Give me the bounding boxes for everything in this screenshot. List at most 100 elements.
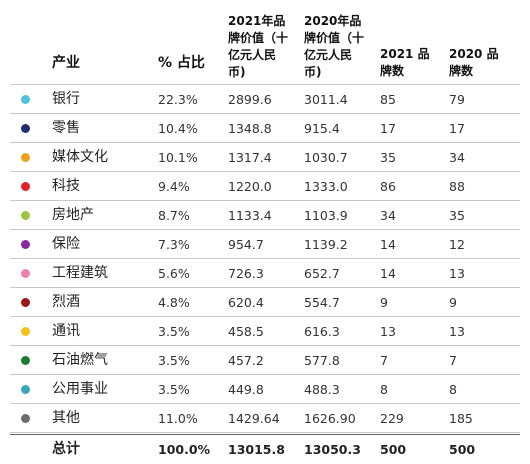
- cell-share: 11.0%: [158, 411, 198, 426]
- cell-name: 其他: [52, 410, 80, 426]
- cell-c2021: 8: [380, 382, 388, 397]
- cell-v2020: 488.3: [304, 382, 340, 397]
- table-row: 银行 22.3% 2899.6 3011.4 85 79: [0, 85, 530, 114]
- total-name: 总计: [52, 441, 80, 457]
- table-header: 产业 % 占比 2021年品 牌价值（十 亿元人民 币) 2020年品 牌价值（…: [0, 0, 530, 84]
- total-divider: [10, 434, 520, 435]
- cell-v2020: 1103.9: [304, 208, 348, 223]
- cell-name: 媒体文化: [52, 149, 108, 165]
- cell-c2020: 35: [449, 208, 465, 223]
- cell-c2021: 86: [380, 179, 396, 194]
- cell-c2020: 8: [449, 382, 457, 397]
- cell-share: 7.3%: [158, 237, 190, 252]
- table-row: 科技 9.4% 1220.0 1333.0 86 88: [0, 172, 530, 201]
- cell-c2021: 229: [380, 411, 404, 426]
- cell-share: 3.5%: [158, 353, 190, 368]
- cell-c2020: 7: [449, 353, 457, 368]
- table-row: 其他 11.0% 1429.64 1626.90 229 185: [0, 404, 530, 433]
- cell-c2021: 9: [380, 295, 388, 310]
- cell-name: 烈酒: [52, 294, 80, 310]
- row-divider: [10, 258, 520, 259]
- table-row: 保险 7.3% 954.7 1139.2 14 12: [0, 230, 530, 259]
- category-color-dot: [21, 153, 30, 162]
- cell-share: 8.7%: [158, 208, 190, 223]
- table-row: 烈酒 4.8% 620.4 554.7 9 9: [0, 288, 530, 317]
- cell-c2021: 34: [380, 208, 396, 223]
- cell-v2020: 616.3: [304, 324, 340, 339]
- cell-v2021: 1133.4: [228, 208, 272, 223]
- header-count-2021: 2021 品 牌数: [380, 47, 430, 78]
- cell-name: 科技: [52, 178, 80, 194]
- cell-v2021: 1429.64: [228, 411, 280, 426]
- category-color-dot: [21, 298, 30, 307]
- cell-share: 4.8%: [158, 295, 190, 310]
- cell-c2021: 85: [380, 92, 396, 107]
- cell-c2021: 14: [380, 266, 396, 281]
- cell-c2021: 14: [380, 237, 396, 252]
- cell-name: 通讯: [52, 323, 80, 339]
- category-color-dot: [21, 385, 30, 394]
- cell-c2020: 185: [449, 411, 473, 426]
- cell-name: 石油燃气: [52, 352, 108, 368]
- total-v2021: 13015.8: [228, 442, 285, 457]
- cell-share: 3.5%: [158, 324, 190, 339]
- cell-v2020: 1139.2: [304, 237, 348, 252]
- total-row: 总计 100.0% 13015.8 13050.3 500 500: [0, 435, 530, 464]
- cell-v2021: 2899.6: [228, 92, 272, 107]
- cell-v2020: 3011.4: [304, 92, 348, 107]
- cell-c2021: 35: [380, 150, 396, 165]
- cell-v2020: 554.7: [304, 295, 340, 310]
- cell-share: 10.4%: [158, 121, 198, 136]
- cell-c2020: 13: [449, 266, 465, 281]
- table-row: 公用事业 3.5% 449.8 488.3 8 8: [0, 375, 530, 404]
- row-divider: [10, 171, 520, 172]
- cell-name: 工程建筑: [52, 265, 108, 281]
- row-divider: [10, 200, 520, 201]
- header-value-2021: 2021年品 牌价值（十 亿元人民 币): [228, 14, 289, 79]
- total-v2020: 13050.3: [304, 442, 361, 457]
- header-industry: 产业: [52, 55, 80, 71]
- category-color-dot: [21, 414, 30, 423]
- row-divider: [10, 316, 520, 317]
- category-color-dot: [21, 124, 30, 133]
- cell-v2020: 577.8: [304, 353, 340, 368]
- cell-share: 5.6%: [158, 266, 190, 281]
- row-divider: [10, 403, 520, 404]
- header-value-2020: 2020年品 牌价值（十 亿元人民 币): [304, 14, 365, 79]
- category-color-dot: [21, 240, 30, 249]
- total-c2020: 500: [449, 442, 476, 457]
- table-row: 房地产 8.7% 1133.4 1103.9 34 35: [0, 201, 530, 230]
- total-c2021: 500: [380, 442, 407, 457]
- row-divider: [10, 229, 520, 230]
- category-color-dot: [21, 182, 30, 191]
- cell-v2021: 620.4: [228, 295, 264, 310]
- table-row: 通讯 3.5% 458.5 616.3 13 13: [0, 317, 530, 346]
- row-divider: [10, 142, 520, 143]
- cell-v2021: 1348.8: [228, 121, 272, 136]
- table-row: 石油燃气 3.5% 457.2 577.8 7 7: [0, 346, 530, 375]
- cell-v2020: 915.4: [304, 121, 340, 136]
- row-divider: [10, 113, 520, 114]
- cell-v2021: 1220.0: [228, 179, 272, 194]
- cell-name: 保险: [52, 236, 80, 252]
- category-color-dot: [21, 211, 30, 220]
- cell-c2020: 13: [449, 324, 465, 339]
- cell-v2021: 458.5: [228, 324, 264, 339]
- cell-share: 22.3%: [158, 92, 198, 107]
- cell-v2021: 449.8: [228, 382, 264, 397]
- cell-c2021: 7: [380, 353, 388, 368]
- row-divider: [10, 287, 520, 288]
- cell-v2021: 457.2: [228, 353, 264, 368]
- category-color-dot: [21, 356, 30, 365]
- total-share: 100.0%: [158, 442, 211, 457]
- cell-share: 10.1%: [158, 150, 198, 165]
- cell-name: 公用事业: [52, 381, 108, 397]
- header-share: % 占比: [158, 55, 205, 71]
- cell-c2021: 13: [380, 324, 396, 339]
- cell-name: 银行: [52, 91, 80, 107]
- category-color-dot: [21, 95, 30, 104]
- row-divider: [10, 374, 520, 375]
- cell-v2021: 1317.4: [228, 150, 272, 165]
- cell-c2020: 9: [449, 295, 457, 310]
